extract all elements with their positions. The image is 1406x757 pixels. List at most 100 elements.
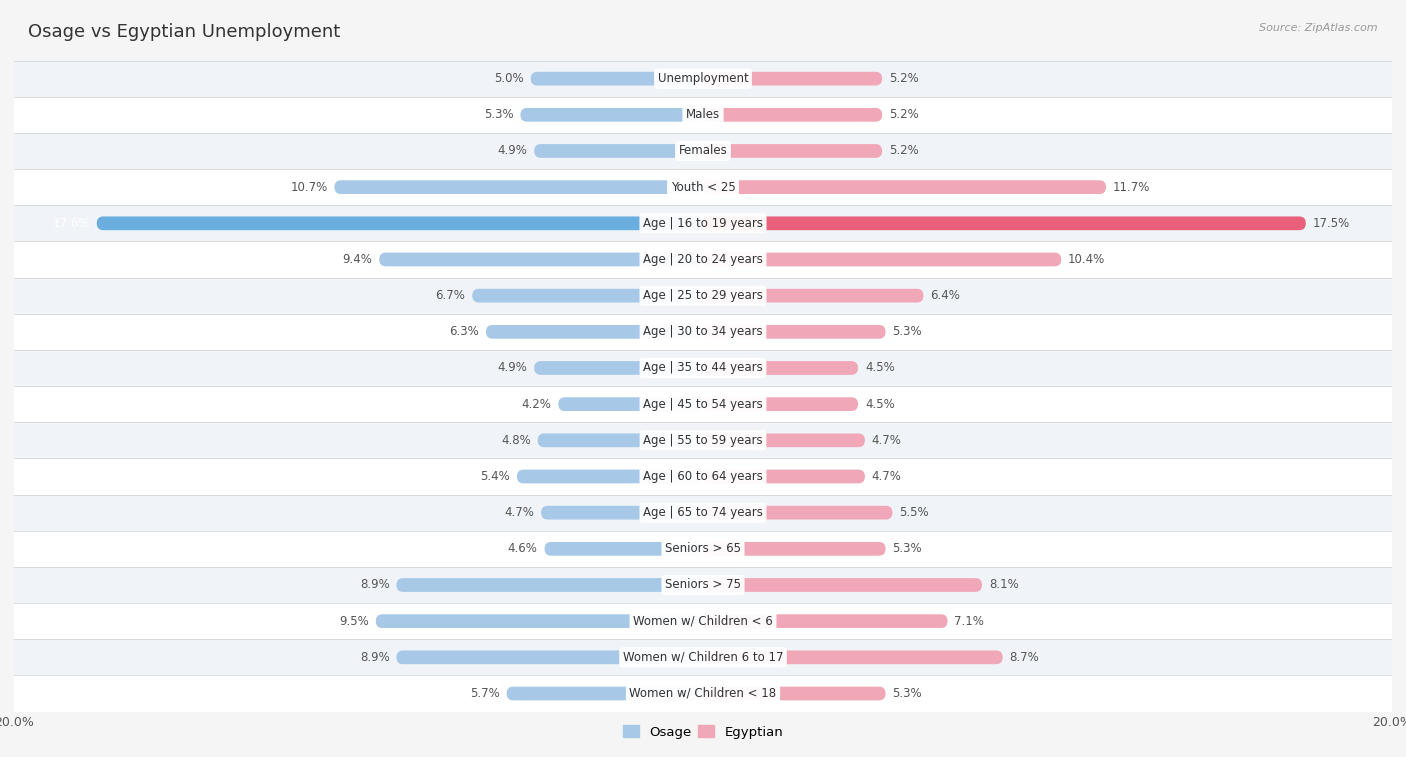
Text: 5.2%: 5.2%: [889, 108, 918, 121]
Text: 4.7%: 4.7%: [872, 434, 901, 447]
FancyBboxPatch shape: [703, 687, 886, 700]
FancyBboxPatch shape: [703, 469, 865, 484]
Text: 5.4%: 5.4%: [481, 470, 510, 483]
Legend: Osage, Egyptian: Osage, Egyptian: [617, 720, 789, 744]
FancyBboxPatch shape: [703, 144, 882, 158]
Text: 8.7%: 8.7%: [1010, 651, 1039, 664]
FancyBboxPatch shape: [14, 494, 1392, 531]
Text: Seniors > 75: Seniors > 75: [665, 578, 741, 591]
Text: Females: Females: [679, 145, 727, 157]
FancyBboxPatch shape: [396, 650, 703, 664]
Text: 5.5%: 5.5%: [900, 506, 929, 519]
FancyBboxPatch shape: [14, 459, 1392, 494]
Text: Age | 55 to 59 years: Age | 55 to 59 years: [643, 434, 763, 447]
Text: 17.5%: 17.5%: [1313, 217, 1350, 230]
Text: Unemployment: Unemployment: [658, 72, 748, 85]
FancyBboxPatch shape: [14, 386, 1392, 422]
Text: Osage vs Egyptian Unemployment: Osage vs Egyptian Unemployment: [28, 23, 340, 41]
Text: 4.2%: 4.2%: [522, 397, 551, 410]
FancyBboxPatch shape: [703, 72, 882, 86]
FancyBboxPatch shape: [534, 144, 703, 158]
FancyBboxPatch shape: [14, 278, 1392, 313]
FancyBboxPatch shape: [14, 639, 1392, 675]
FancyBboxPatch shape: [703, 578, 981, 592]
Text: 6.3%: 6.3%: [450, 326, 479, 338]
FancyBboxPatch shape: [703, 288, 924, 303]
FancyBboxPatch shape: [486, 325, 703, 338]
Text: 5.7%: 5.7%: [470, 687, 499, 700]
FancyBboxPatch shape: [472, 288, 703, 303]
Text: 10.4%: 10.4%: [1069, 253, 1105, 266]
Text: Age | 35 to 44 years: Age | 35 to 44 years: [643, 362, 763, 375]
FancyBboxPatch shape: [703, 253, 1062, 266]
FancyBboxPatch shape: [703, 506, 893, 519]
Text: 11.7%: 11.7%: [1114, 181, 1150, 194]
FancyBboxPatch shape: [375, 614, 703, 628]
Text: Age | 16 to 19 years: Age | 16 to 19 years: [643, 217, 763, 230]
FancyBboxPatch shape: [14, 133, 1392, 169]
FancyBboxPatch shape: [541, 506, 703, 519]
FancyBboxPatch shape: [703, 108, 882, 122]
Text: 4.8%: 4.8%: [501, 434, 531, 447]
Text: Age | 30 to 34 years: Age | 30 to 34 years: [643, 326, 763, 338]
Text: 8.9%: 8.9%: [360, 651, 389, 664]
Text: 5.3%: 5.3%: [893, 542, 922, 556]
FancyBboxPatch shape: [703, 325, 886, 338]
Text: 5.3%: 5.3%: [484, 108, 513, 121]
Text: 4.5%: 4.5%: [865, 362, 894, 375]
FancyBboxPatch shape: [14, 422, 1392, 459]
Text: 6.4%: 6.4%: [931, 289, 960, 302]
FancyBboxPatch shape: [703, 361, 858, 375]
Text: 8.9%: 8.9%: [360, 578, 389, 591]
FancyBboxPatch shape: [14, 313, 1392, 350]
Text: Age | 20 to 24 years: Age | 20 to 24 years: [643, 253, 763, 266]
Text: 4.6%: 4.6%: [508, 542, 537, 556]
FancyBboxPatch shape: [14, 350, 1392, 386]
Text: 9.5%: 9.5%: [339, 615, 368, 628]
FancyBboxPatch shape: [520, 108, 703, 122]
Text: 5.3%: 5.3%: [893, 687, 922, 700]
FancyBboxPatch shape: [517, 469, 703, 484]
Text: 8.1%: 8.1%: [988, 578, 1019, 591]
Text: Women w/ Children < 6: Women w/ Children < 6: [633, 615, 773, 628]
FancyBboxPatch shape: [703, 217, 1306, 230]
FancyBboxPatch shape: [506, 687, 703, 700]
Text: 5.2%: 5.2%: [889, 145, 918, 157]
Text: 4.5%: 4.5%: [865, 397, 894, 410]
Text: 4.9%: 4.9%: [498, 145, 527, 157]
Text: Seniors > 65: Seniors > 65: [665, 542, 741, 556]
Text: 4.9%: 4.9%: [498, 362, 527, 375]
FancyBboxPatch shape: [14, 205, 1392, 241]
Text: Age | 65 to 74 years: Age | 65 to 74 years: [643, 506, 763, 519]
FancyBboxPatch shape: [534, 361, 703, 375]
FancyBboxPatch shape: [396, 578, 703, 592]
FancyBboxPatch shape: [97, 217, 703, 230]
Text: 4.7%: 4.7%: [872, 470, 901, 483]
FancyBboxPatch shape: [14, 531, 1392, 567]
Text: Women w/ Children < 18: Women w/ Children < 18: [630, 687, 776, 700]
FancyBboxPatch shape: [703, 542, 886, 556]
FancyBboxPatch shape: [14, 169, 1392, 205]
FancyBboxPatch shape: [14, 567, 1392, 603]
Text: Age | 60 to 64 years: Age | 60 to 64 years: [643, 470, 763, 483]
FancyBboxPatch shape: [537, 434, 703, 447]
Text: Age | 25 to 29 years: Age | 25 to 29 years: [643, 289, 763, 302]
FancyBboxPatch shape: [531, 72, 703, 86]
FancyBboxPatch shape: [14, 97, 1392, 133]
FancyBboxPatch shape: [703, 614, 948, 628]
Text: 7.1%: 7.1%: [955, 615, 984, 628]
Text: 6.7%: 6.7%: [436, 289, 465, 302]
FancyBboxPatch shape: [703, 397, 858, 411]
FancyBboxPatch shape: [14, 61, 1392, 97]
Text: Age | 45 to 54 years: Age | 45 to 54 years: [643, 397, 763, 410]
Text: 10.7%: 10.7%: [290, 181, 328, 194]
FancyBboxPatch shape: [380, 253, 703, 266]
FancyBboxPatch shape: [14, 675, 1392, 712]
FancyBboxPatch shape: [703, 434, 865, 447]
FancyBboxPatch shape: [558, 397, 703, 411]
Text: 5.0%: 5.0%: [495, 72, 524, 85]
Text: 5.2%: 5.2%: [889, 72, 918, 85]
Text: 5.3%: 5.3%: [893, 326, 922, 338]
FancyBboxPatch shape: [14, 241, 1392, 278]
FancyBboxPatch shape: [335, 180, 703, 194]
